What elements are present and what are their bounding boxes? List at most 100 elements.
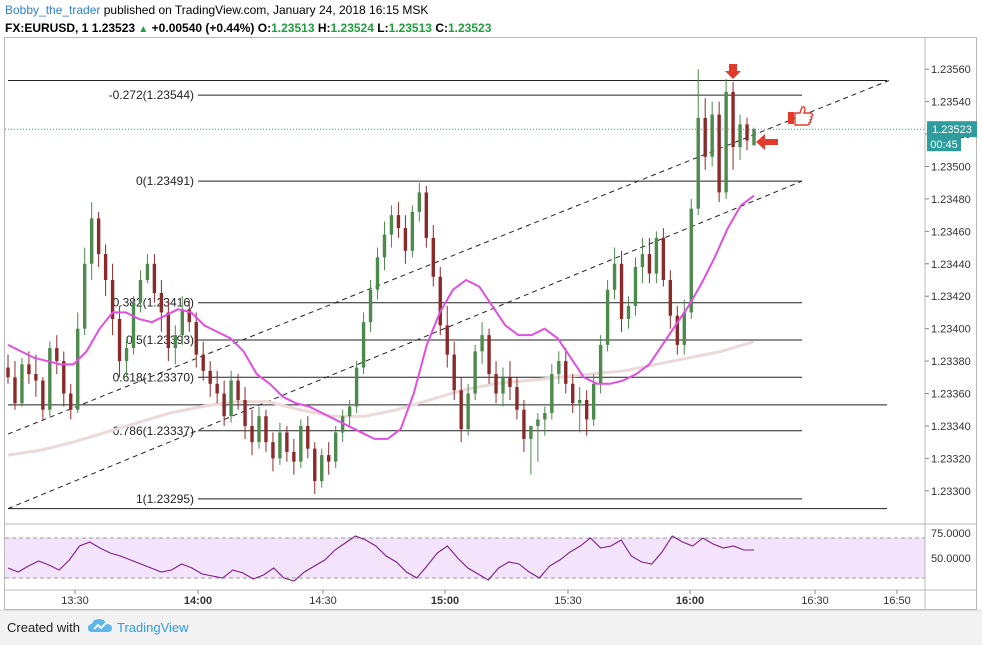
candle-body (452, 354, 456, 391)
candlesticks (6, 69, 756, 495)
candle-body (466, 393, 470, 430)
candle-body (403, 228, 408, 251)
candle-body (571, 383, 575, 404)
price-tick-label: 1.23340 (931, 421, 971, 433)
candle-body (243, 400, 247, 426)
candle-body (703, 117, 707, 157)
trend-channel (7, 80, 890, 510)
open-value: 1.23513 (271, 21, 315, 35)
price-tick-label: 1.23380 (931, 356, 971, 368)
candle-body (668, 280, 673, 316)
candle-body (752, 129, 756, 146)
time-tick-label: 15:00 (431, 595, 459, 607)
candle-body (201, 354, 205, 371)
candle-body (564, 361, 568, 384)
candle-body (361, 322, 366, 368)
time-tick-label: 14:30 (309, 595, 337, 607)
price-change: +0.00540 (+0.44%) (151, 21, 255, 35)
candle-body (152, 263, 157, 293)
price-tick-label: 1.23460 (931, 226, 971, 238)
candle-body (508, 377, 512, 388)
price-tick-label: 1.23300 (931, 486, 971, 498)
candle-body (633, 267, 638, 306)
candle-body (250, 425, 254, 443)
candle-body (417, 192, 422, 212)
chart-canvas[interactable]: -0.272(1.23544) 0(1.23491) 0.382(1.23416) 0… (0, 0, 982, 610)
open-label: O: (257, 21, 272, 35)
candle-body (103, 254, 108, 280)
candle-body (480, 335, 484, 352)
candle-body (41, 380, 45, 410)
chart-frame (4, 37, 977, 610)
candle-body (229, 380, 233, 417)
thumb-hand (794, 106, 814, 126)
fast-ma-line (7, 194, 755, 440)
candle-body (347, 406, 352, 417)
candle-body (375, 257, 380, 290)
rsi-tick-label: 75.0000 (931, 528, 971, 540)
price-tick-label: 1.23500 (931, 161, 971, 173)
fib-label: 0.382(1.23416) (113, 296, 194, 310)
thumb-cuff (788, 112, 794, 124)
tradingview-link[interactable]: TradingView (117, 620, 189, 635)
candle-body (13, 377, 17, 404)
candle-body (173, 335, 178, 349)
candle-body (550, 374, 554, 413)
low-value: 1.23513 (388, 21, 432, 35)
candle-body (724, 91, 728, 193)
candle-body (487, 335, 491, 375)
candle-body (368, 289, 373, 323)
time-tick-label: 16:00 (676, 595, 704, 607)
candle-body (96, 218, 101, 255)
candle-body (264, 416, 268, 443)
candle-body (20, 364, 24, 404)
candle-body (215, 383, 219, 394)
price-tick-label: 1.23440 (931, 259, 971, 271)
price-tick-label: 1.23360 (931, 389, 971, 401)
candle-body (354, 367, 359, 407)
candle-body (124, 348, 129, 362)
candle-body (55, 348, 59, 362)
candle-body (222, 393, 226, 417)
candle-body (131, 302, 136, 349)
candle-body (626, 305, 631, 319)
last-price-badge-text: 1.23523 (932, 124, 972, 136)
candle-body (557, 361, 561, 375)
candle-body (389, 215, 394, 235)
close-label: C: (435, 21, 448, 35)
footer-bar: Created with TradingView (0, 610, 982, 645)
channel-lower-line (7, 180, 803, 510)
candle-body (584, 400, 589, 420)
candle-body (619, 263, 624, 319)
close-value: 1.23523 (447, 21, 492, 35)
fib-label: 0.618(1.23370) (113, 370, 194, 384)
countdown-text: 00:45 (930, 139, 958, 151)
price-tick-label: 1.23560 (931, 64, 971, 76)
symbol-label[interactable]: FX:EURUSD, 1 (5, 21, 89, 35)
candle-body (445, 325, 449, 355)
candle-body (675, 315, 680, 345)
candle-body (6, 367, 10, 378)
author-link[interactable]: Bobby_the_trader (5, 3, 101, 17)
fib-label: 0.786(1.23337) (113, 424, 194, 438)
annotations: 1.23523 00:45 (725, 64, 977, 152)
candle-body (438, 276, 442, 326)
high-value: 1.23524 (330, 21, 374, 35)
high-label: H: (317, 21, 331, 35)
rsi-tick-label: 50.0000 (931, 553, 971, 565)
candle-body (89, 218, 94, 264)
thumbs-up-icon (788, 106, 814, 126)
candle-body (208, 370, 212, 384)
down-arrow-head (725, 71, 741, 79)
candle-body (299, 425, 303, 462)
candle-body (731, 91, 735, 148)
candle-body (473, 351, 477, 394)
price-tick-label: 1.23540 (931, 97, 971, 109)
time-tick-label: 13:30 (61, 595, 89, 607)
rsi-value-line (7, 535, 754, 582)
candle-body (257, 416, 261, 443)
candle-body (382, 234, 387, 258)
candle-body (689, 208, 693, 313)
candle-body (591, 383, 596, 420)
candle-body (34, 374, 38, 381)
